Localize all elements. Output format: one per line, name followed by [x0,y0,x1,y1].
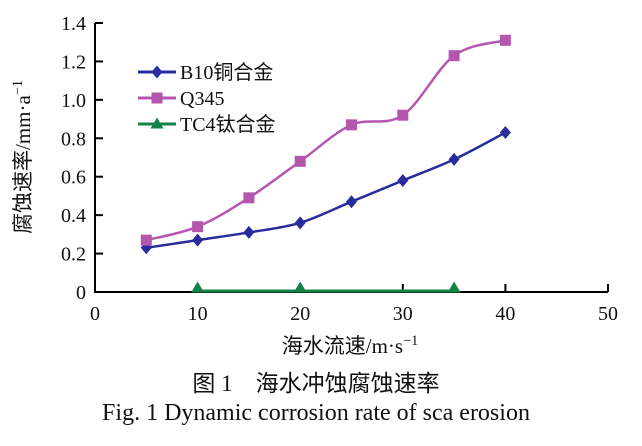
legend-label-0: B10铜合金 [180,61,273,84]
y-tick-label: 1.4 [61,13,86,35]
x-axis-label-sup: −1 [403,333,419,349]
x-tick-label: 20 [290,303,310,325]
legend-label-2: TC4钛合金 [180,113,276,136]
series-marker-0 [448,152,460,166]
series-marker-2 [447,281,461,293]
x-tick-label: 50 [598,303,618,325]
series-marker-2 [293,281,307,293]
legend-marker-2 [150,117,164,129]
y-tick-label: 1.2 [61,51,86,73]
y-axis-label-sup: −1 [10,79,26,96]
y-tick-label: 0.8 [61,128,86,150]
series-marker-0 [397,174,409,188]
axes-frame [94,23,608,293]
series-marker-1 [448,50,460,62]
y-axis-label-text: 腐蚀速率/mm·a [11,95,35,235]
series-marker-0 [346,195,357,209]
chart-canvas: 0 10 20 30 40 50 0 0.2 0.4 0.6 0.8 1.0 1.2 1.4 B10铜合金 Q… [61,13,618,325]
y-axis-label: 腐蚀速率/mm·a−1 [7,80,37,234]
series-marker-0 [294,216,306,230]
series-marker-1 [294,155,306,167]
series-marker-2 [191,281,205,293]
series-marker-1 [140,234,152,246]
y-tick-label: 1.0 [61,90,86,112]
x-tick-label: 30 [393,303,413,325]
figure-caption-en: Fig. 1 Dynamic corrosion rate of sca ero… [102,400,530,426]
legend-label-1: Q345 [180,88,224,110]
x-tick-label: 40 [495,303,515,325]
figure-caption-zh: 图 1 海水冲蚀腐蚀速率 [192,371,440,396]
series-marker-1 [346,119,357,131]
series-marker-1 [192,221,204,233]
x-axis-label-text: 海水流速/m·s [281,334,404,358]
series-marker-1 [243,192,255,204]
series-marker-0 [243,225,255,239]
series-marker-0 [192,233,204,247]
y-tick-label: 0.2 [61,244,86,266]
series-marker-0 [499,126,511,140]
y-tick-label: 0 [76,282,86,304]
y-tick-label: 0.6 [61,167,86,189]
series-marker-1 [499,34,511,46]
legend-item-1: Q345 [138,88,224,110]
y-tick-label: 0.4 [61,205,86,227]
x-tick-label: 0 [90,303,100,325]
x-axis-label: 海水流速/m·s−1 [282,330,419,360]
x-tick-label: 10 [188,303,208,325]
legend-marker-1 [151,92,163,104]
legend-marker-0 [151,65,163,79]
series-marker-1 [397,109,409,121]
